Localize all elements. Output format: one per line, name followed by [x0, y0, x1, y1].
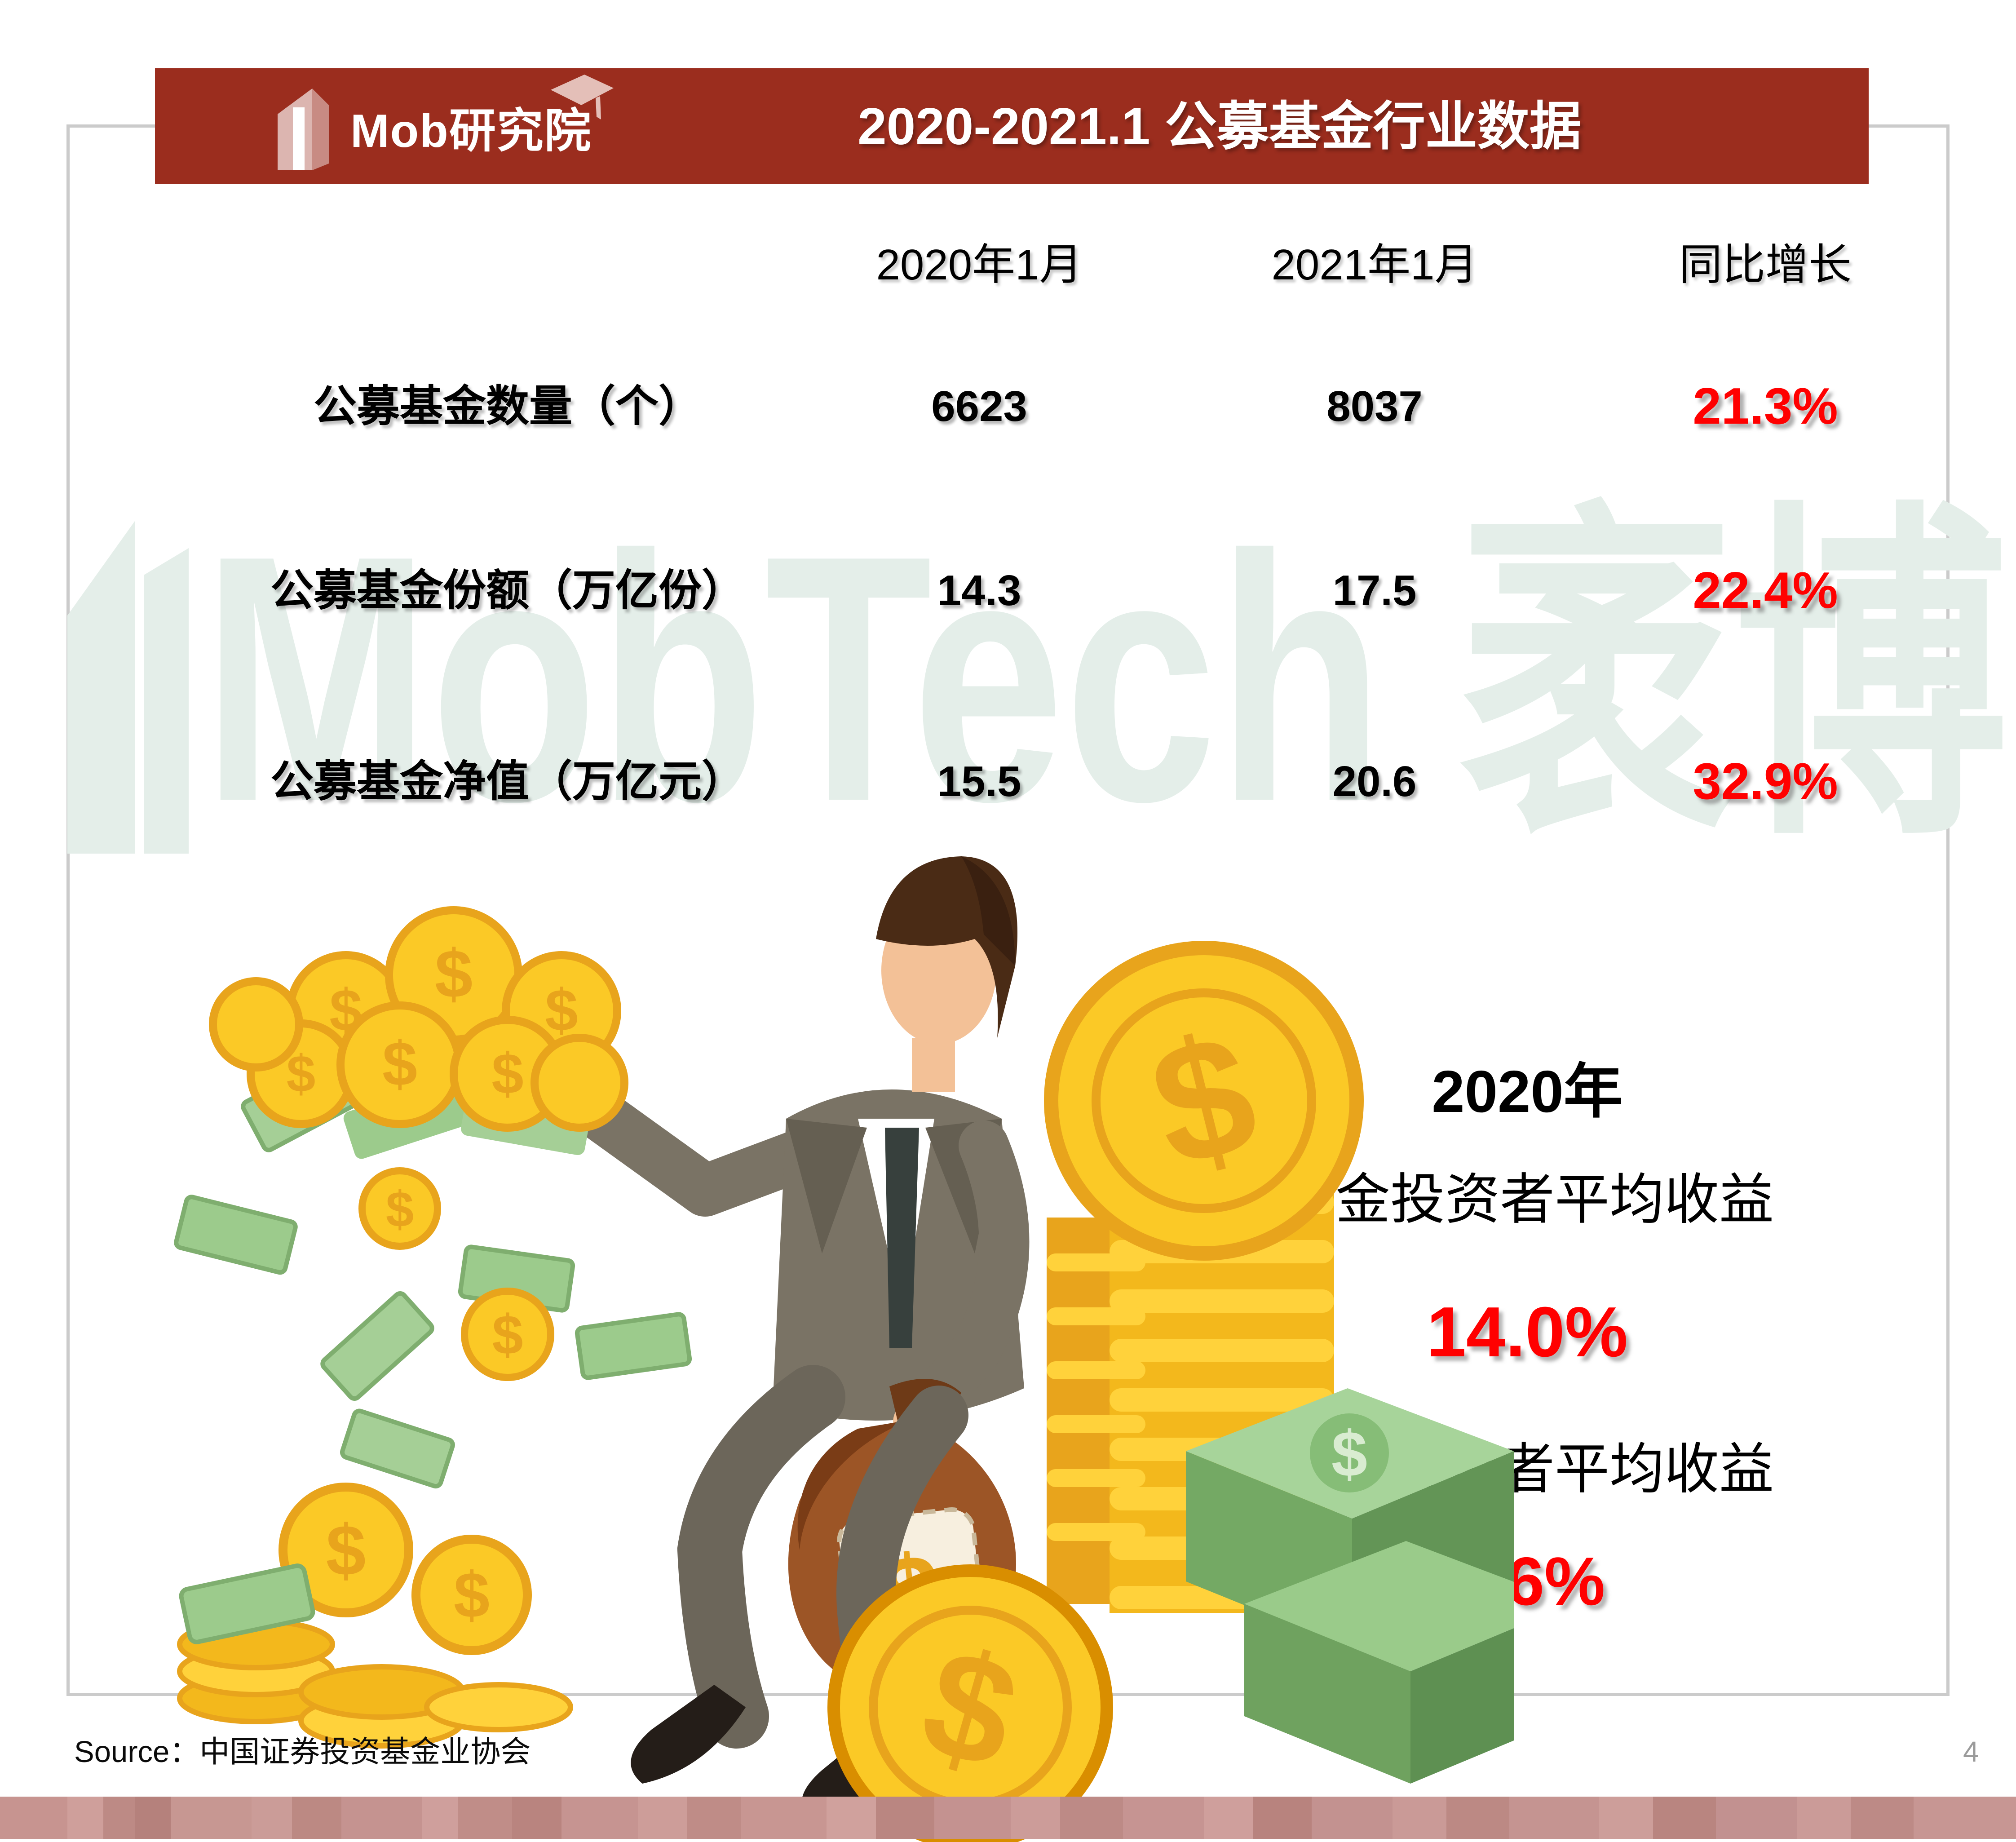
logo: Mob研究院 — [270, 68, 614, 184]
header-bar: Mob研究院 2020-2021.1 公募基金行业数据 — [155, 68, 1869, 184]
panel-fund-value: 14.0% — [1426, 1293, 1628, 1372]
row-label-fund-count: 公募基金数量（个） — [314, 382, 702, 430]
panel-year: 2020年 — [1432, 1058, 1623, 1125]
page-number: 4 — [1963, 1736, 1979, 1768]
bottom-decorative-strip — [0, 1797, 2016, 1839]
col-header-2021: 2021年1月 — [1271, 241, 1478, 289]
panel-stock-label: 股票投资者平均收益 — [1281, 1439, 1774, 1500]
value-2021-fund-nav: 20.6 — [1332, 757, 1417, 806]
growth-fund-shares: 22.4% — [1693, 562, 1838, 619]
row-label-fund-nav: 公募基金净值（万亿元） — [270, 757, 745, 806]
graduation-cap-icon — [550, 74, 614, 120]
building-icon — [278, 88, 329, 170]
row-label-fund-shares: 公募基金份额（万亿份） — [270, 567, 745, 615]
table-header-row: 2020年1月 2021年1月 同比增长 — [157, 234, 1900, 297]
page-title: 2020-2021.1 公募基金行业数据 — [858, 97, 1582, 155]
table-row: 公募基金份额（万亿份） 14.3 17.5 22.4% — [157, 548, 1900, 633]
table-row: 公募基金净值（万亿元） 15.5 20.6 32.9% — [157, 739, 1900, 824]
panel-fund-label: 基金投资者平均收益 — [1281, 1169, 1774, 1230]
col-header-growth: 同比增长 — [1679, 241, 1852, 289]
value-2020-fund-count: 6623 — [931, 382, 1027, 430]
growth-fund-nav: 32.9% — [1693, 753, 1838, 810]
value-2021-fund-shares: 17.5 — [1332, 567, 1417, 615]
value-2021-fund-count: 8037 — [1326, 382, 1423, 430]
value-2020-fund-shares: 14.3 — [937, 567, 1021, 615]
source-note: Source：中国证券投资基金业协会 — [74, 1735, 531, 1769]
col-header-2020: 2020年1月 — [876, 241, 1083, 289]
table-row: 公募基金数量（个） 6623 8037 21.3% — [157, 364, 1900, 449]
growth-fund-count: 21.3% — [1693, 378, 1838, 435]
panel-stock-value: 3.6% — [1449, 1543, 1605, 1620]
value-2020-fund-nav: 15.5 — [937, 757, 1021, 806]
